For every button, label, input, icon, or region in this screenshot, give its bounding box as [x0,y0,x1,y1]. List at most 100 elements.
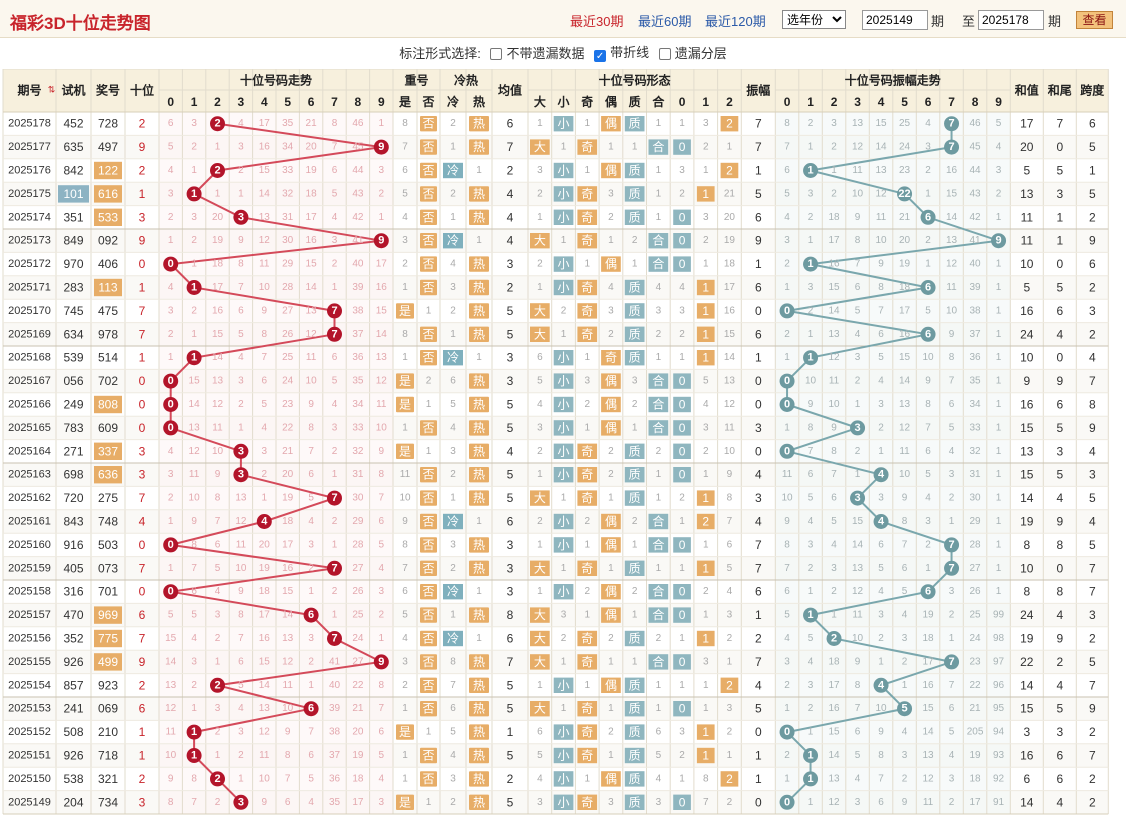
cold-omission: 1 [450,493,456,504]
trend-digit-header: 6 [308,95,315,109]
prize-cell: 514 [98,351,118,365]
trend-omission: 16 [259,142,271,153]
remainder-badge-bg [673,396,691,413]
amp-omission: 23 [969,656,981,667]
repeat-no: 否 [422,117,434,131]
form-badge-bg [530,607,550,623]
repeat-omission: 5 [402,610,408,621]
amp-ball [779,397,795,412]
remainder-badge: 1 [702,187,709,201]
amp-omission: 10 [852,188,864,199]
amp-omission: 8 [949,352,955,363]
amp-cell: 0 [755,304,762,318]
repeat-no: 否 [422,257,434,271]
option-omission-layer[interactable]: 遗漏分层 [658,43,727,62]
trend-digit-header: 1 [191,95,198,109]
amp-omission: 12 [946,259,958,270]
repeat-no-bg [420,326,437,342]
trend-omission: 3 [238,376,244,387]
repeat-yes-bg [396,303,414,319]
amp-ball [873,467,889,483]
trend-omission: 2 [308,656,314,667]
cold-omission: 2 [450,305,456,316]
trend-omission: 7 [379,493,385,504]
trend-omission: 1 [215,188,221,199]
cold-omission: 4 [450,259,456,270]
amp-omission: 41 [969,235,981,246]
avg-cell: 5 [507,491,514,505]
amp-cell: 1 [755,772,762,786]
test-cell: 056 [63,374,83,388]
form-badge-bg [553,396,574,413]
span-cell: 4 [1089,351,1096,365]
amp-omission: 8 [855,235,861,246]
trend-omission: 16 [282,563,294,574]
hot-omission: 1 [476,633,482,644]
amp-omission: 17 [828,680,840,691]
tail-cell: 4 [1056,327,1063,341]
hot-badge-bg [469,420,489,436]
amp-cell: 9 [755,234,762,248]
ten-cell: 0 [139,398,146,412]
repeat-omission: 6 [402,165,408,176]
amp-omission: 6 [949,703,955,714]
repeat-omission: 11 [400,469,411,480]
trend-omission: 46 [352,118,364,129]
trend-ball-number: 2 [214,118,220,130]
checkbox-unchecked-icon[interactable] [658,47,671,60]
form-badge: 偶 [605,585,617,599]
hot-badge-bg [469,747,489,764]
trend-omission: 13 [165,680,177,691]
amp-omission: 2 [902,773,908,784]
form-badge-bg [553,116,574,132]
form-badge: 质 [629,491,641,505]
link-recent-30[interactable]: 最近30期 [570,14,624,29]
amp-omission: 5 [831,516,837,527]
checkbox-unchecked-icon[interactable] [490,47,503,60]
span-cell: 5 [1089,491,1096,505]
option-polyline[interactable]: ✓ 带折线 [594,42,649,62]
form-badge-bg [624,490,645,506]
query-button[interactable]: 查看 [1076,11,1113,29]
repeat-omission: 2 [402,680,408,691]
trend-omission: 3 [332,422,338,433]
remainder-badge: 2 [726,772,733,786]
form-badge: 大 [534,234,546,248]
trend-omission: 1 [308,586,314,597]
form-badge: 奇 [581,561,593,575]
trend-omission: 39 [329,703,341,714]
amp-omission: 10 [805,376,817,387]
cold-omission: 2 [450,797,456,808]
prize-cell: 321 [98,772,118,786]
sum-cell: 16 [1020,749,1034,763]
form-badge-bg [624,677,645,693]
link-recent-60[interactable]: 最近60期 [638,14,692,29]
year-select[interactable]: 选年份 [782,10,846,29]
trend-omission: 13 [376,352,388,363]
form-omission: 1 [656,352,662,363]
form-omission: 2 [679,750,685,761]
repeat-omission: 5 [402,188,408,199]
remainder-badge: 2 [726,117,733,131]
amp-omission: 33 [969,422,981,433]
form-omission: 1 [703,610,709,621]
period-unit-label: 期 [931,14,945,29]
trend-omission: 14 [282,610,294,621]
sum-cell: 14 [1020,678,1034,692]
hot-badge-bg [469,139,489,155]
tail-cell: 9 [1056,632,1063,646]
checkbox-checked-icon[interactable]: ✓ [594,50,607,62]
link-recent-120[interactable]: 最近120期 [705,14,766,29]
amp-omission: 4 [808,656,814,667]
trend-digit-header: 7 [331,95,338,109]
repeat-no-bg [420,116,437,132]
option-no-omission[interactable]: 不带遗漏数据 [490,43,584,62]
repeat-omission: 1 [402,703,408,714]
trend-omission: 33 [352,422,364,433]
amp-omission: 2 [808,118,814,129]
avg-cell: 5 [507,795,514,809]
period-from-input[interactable] [862,10,928,30]
period-to-input[interactable] [978,10,1044,30]
repeat-no-bg [420,350,437,366]
cold-badge-bg [443,233,463,249]
